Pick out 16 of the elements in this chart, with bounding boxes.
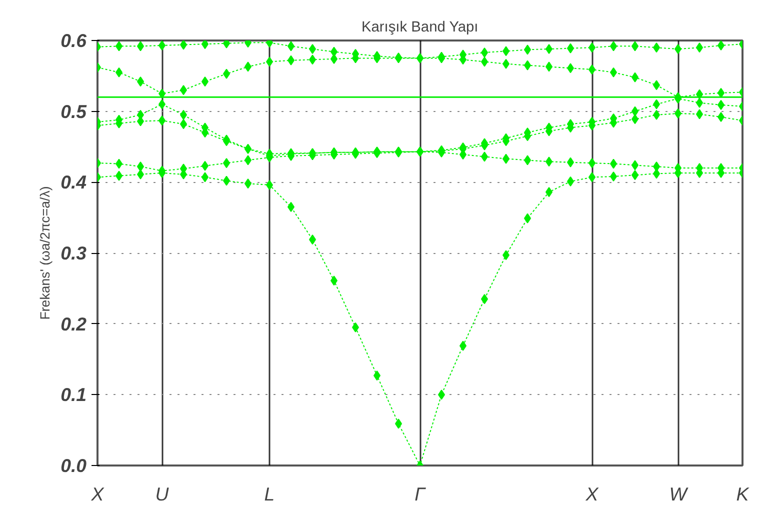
y-tick-label: 0.0 — [60, 455, 88, 476]
x-tick-label: K — [736, 484, 750, 504]
x-tick-label: L — [264, 484, 275, 504]
y-tick-label: 0.5 — [60, 100, 88, 122]
x-tick-label: X — [584, 484, 600, 504]
x-tick-label: Γ — [414, 484, 427, 504]
x-tick-label: W — [669, 484, 690, 504]
y-tick-label: 0.4 — [60, 172, 88, 193]
y-tick-label: 0.2 — [60, 313, 88, 334]
chart-title: Karışık Band Yapı — [361, 20, 478, 36]
y-tick-label: 0.1 — [60, 384, 87, 406]
x-tick-label: X — [90, 484, 106, 504]
x-tick-label: U — [155, 484, 170, 504]
y-axis-title: Frekans' (ωa/2πc=a/λ) — [38, 186, 53, 320]
y-tick-label: 0.6 — [60, 30, 88, 51]
y-tick-label: 0.3 — [60, 242, 88, 264]
